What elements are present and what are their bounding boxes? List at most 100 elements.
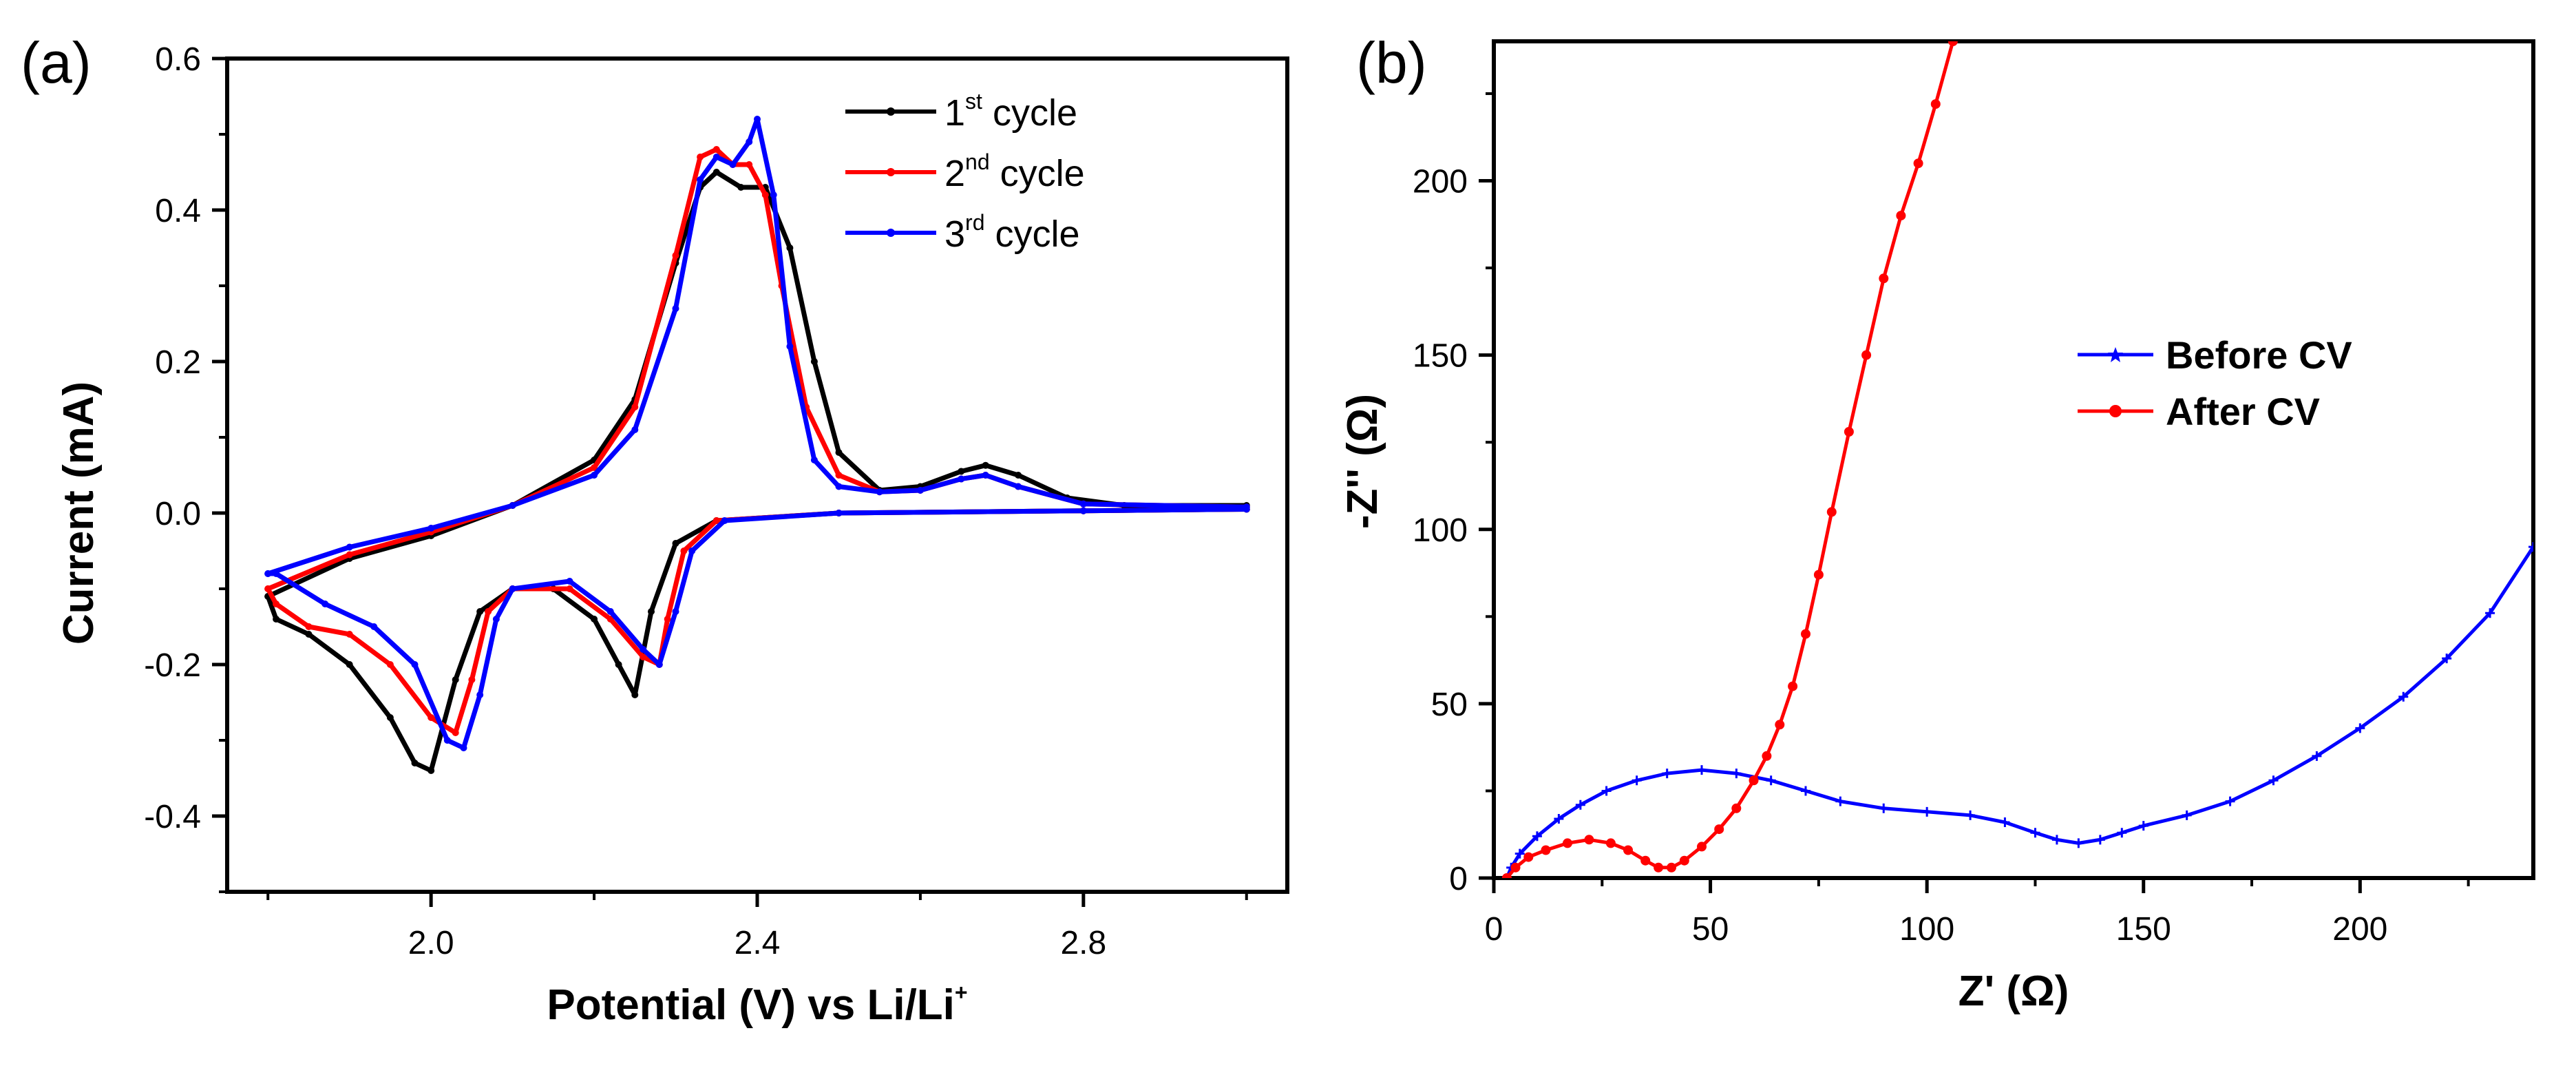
cv-data-point — [606, 608, 614, 615]
cv-data-point — [835, 483, 843, 490]
legend-marker — [2109, 405, 2122, 417]
eis-data-point — [1623, 845, 1633, 855]
eis-data-point — [2529, 542, 2533, 552]
legend-label-3: 3rd cycle — [944, 210, 1080, 255]
panel-a-series — [264, 116, 1250, 774]
cv-data-point — [672, 540, 679, 547]
y-tick-label: 50 — [1431, 687, 1468, 723]
cv-data-point — [273, 601, 280, 607]
cv-series-line-1 — [265, 169, 1249, 773]
eis-data-point — [2030, 828, 2040, 838]
cv-data-point — [697, 154, 704, 160]
eis-data-point — [1801, 786, 1810, 796]
cv-data-point — [509, 502, 516, 509]
eis-data-point — [1947, 41, 1958, 46]
panel-a-cv-chart: (a) -0.4 -0.2 0.0 0.2 0.4 0.6 2.0 2.4 2.8 1st cy… — [21, 30, 1289, 1029]
y-tick-label: 100 — [1413, 512, 1468, 549]
eis-data-point — [1640, 855, 1651, 866]
eis-data-point — [1731, 769, 1742, 779]
cv-data-point — [460, 744, 467, 751]
panel-a-legend: 1st cycle 2nd cycle 3rd cycle — [845, 89, 1085, 255]
cv-data-point — [810, 457, 818, 463]
cv-data-point — [1015, 472, 1022, 479]
eis-data-point — [2000, 817, 2010, 827]
cv-data-point — [712, 146, 720, 153]
x-tick-label: 100 — [1899, 911, 1954, 948]
cv-data-point — [305, 631, 313, 638]
cv-data-point — [1079, 500, 1087, 508]
eis-data-point — [1788, 681, 1798, 691]
eis-data-point — [2442, 654, 2452, 664]
cv-data-point — [411, 760, 419, 766]
x-tick-label: 0 — [1485, 911, 1503, 948]
cv-data-point — [452, 729, 459, 736]
legend-marker — [2108, 347, 2123, 362]
eis-data-point — [1510, 862, 1521, 873]
cv-data-point — [346, 661, 353, 668]
y-tick-label: 0.6 — [155, 41, 201, 78]
y-tick-label: -0.4 — [144, 799, 201, 835]
cv-data-point — [264, 585, 272, 592]
legend-marker — [887, 229, 895, 237]
eis-data-point — [1762, 751, 1772, 761]
cv-data-point — [664, 616, 671, 623]
legend-label-1: Before CV — [2166, 333, 2352, 377]
eis-data-point — [2312, 751, 2322, 761]
cv-series-line-3 — [267, 116, 1249, 751]
eis-data-point — [2182, 810, 2192, 820]
cv-data-point — [476, 691, 484, 698]
x-tick-label: 2.8 — [1060, 925, 1106, 961]
eis-series-line-2 — [1505, 41, 1955, 878]
cv-data-point — [452, 676, 459, 683]
eis-data-point — [1775, 720, 1785, 730]
eis-data-point — [1913, 158, 1923, 169]
cv-data-point — [1243, 505, 1250, 513]
cv-data-point — [273, 570, 280, 577]
eis-data-point — [1731, 803, 1742, 813]
cv-data-point — [761, 191, 769, 198]
eis-data-point — [1605, 838, 1616, 848]
cv-data-point — [606, 616, 614, 623]
legend-label-2: 2nd cycle — [944, 149, 1085, 194]
cv-data-point — [386, 714, 394, 721]
x-tick-label: 50 — [1692, 911, 1729, 948]
eis-data-point — [1801, 629, 1810, 639]
cv-data-point — [729, 161, 737, 168]
cv-data-point — [346, 543, 353, 551]
panel-b-ticks: 0 50 100 150 200 0 50 100 150 200 — [1413, 92, 2470, 948]
eis-data-point — [2073, 838, 2084, 848]
eis-data-point — [1667, 862, 1676, 873]
legend-marker — [887, 107, 895, 116]
cv-data-point — [835, 472, 843, 479]
x-tick-label: 2.4 — [735, 925, 781, 961]
eis-data-point — [1532, 831, 1542, 842]
cv-data-point — [746, 138, 753, 145]
cv-data-point — [672, 305, 679, 312]
cv-data-point — [631, 426, 639, 433]
cv-data-point — [786, 343, 794, 350]
panel-a-y-axis-title: Current (mA) — [55, 382, 103, 645]
legend-marker — [887, 168, 895, 176]
cv-data-point — [566, 585, 573, 592]
eis-data-point — [2051, 835, 2062, 845]
cv-data-point — [346, 551, 353, 558]
eis-data-point — [1896, 211, 1906, 221]
eis-data-point — [2485, 608, 2495, 618]
eis-data-point — [1930, 99, 1941, 109]
eis-data-point — [1584, 835, 1594, 845]
eis-data-point — [1826, 507, 1837, 517]
eis-data-point — [1813, 570, 1824, 580]
cv-data-point — [697, 176, 704, 183]
cv-data-point — [509, 585, 516, 592]
cv-data-point — [770, 191, 777, 198]
eis-data-point — [2138, 821, 2149, 831]
panel-b-series — [1501, 41, 2533, 878]
eis-data-point — [1697, 842, 1707, 852]
cv-data-point — [427, 714, 435, 721]
eis-data-point — [1922, 806, 1932, 817]
eis-series-line-1 — [1505, 545, 2533, 878]
eis-data-point — [2268, 775, 2279, 786]
cv-series-line-2 — [266, 147, 1249, 735]
legend-label-1: 1st cycle — [944, 89, 1077, 134]
cv-data-point — [1015, 483, 1022, 490]
